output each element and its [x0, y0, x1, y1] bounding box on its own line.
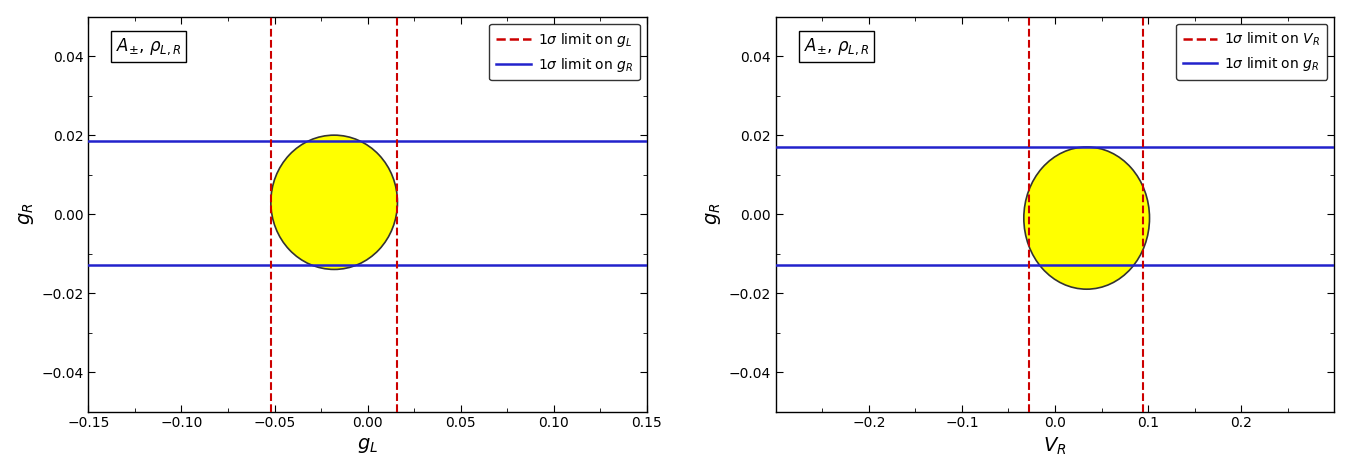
Text: $A_{\pm}$, $\rho_{L,R}$: $A_{\pm}$, $\rho_{L,R}$ — [804, 36, 869, 57]
Y-axis label: $g_R$: $g_R$ — [704, 203, 723, 226]
X-axis label: $V_R$: $V_R$ — [1043, 436, 1067, 457]
Text: $A_{\pm}$, $\rho_{L,R}$: $A_{\pm}$, $\rho_{L,R}$ — [116, 36, 181, 57]
Ellipse shape — [270, 135, 397, 269]
X-axis label: $g_L$: $g_L$ — [357, 436, 378, 455]
Legend: 1$\sigma$ limit on $g_L$, 1$\sigma$ limit on $g_R$: 1$\sigma$ limit on $g_L$, 1$\sigma$ limi… — [489, 24, 640, 81]
Legend: 1$\sigma$ limit on $V_R$, 1$\sigma$ limit on $g_R$: 1$\sigma$ limit on $V_R$, 1$\sigma$ limi… — [1175, 24, 1328, 80]
Ellipse shape — [1024, 147, 1150, 289]
Y-axis label: $g_R$: $g_R$ — [16, 203, 35, 226]
